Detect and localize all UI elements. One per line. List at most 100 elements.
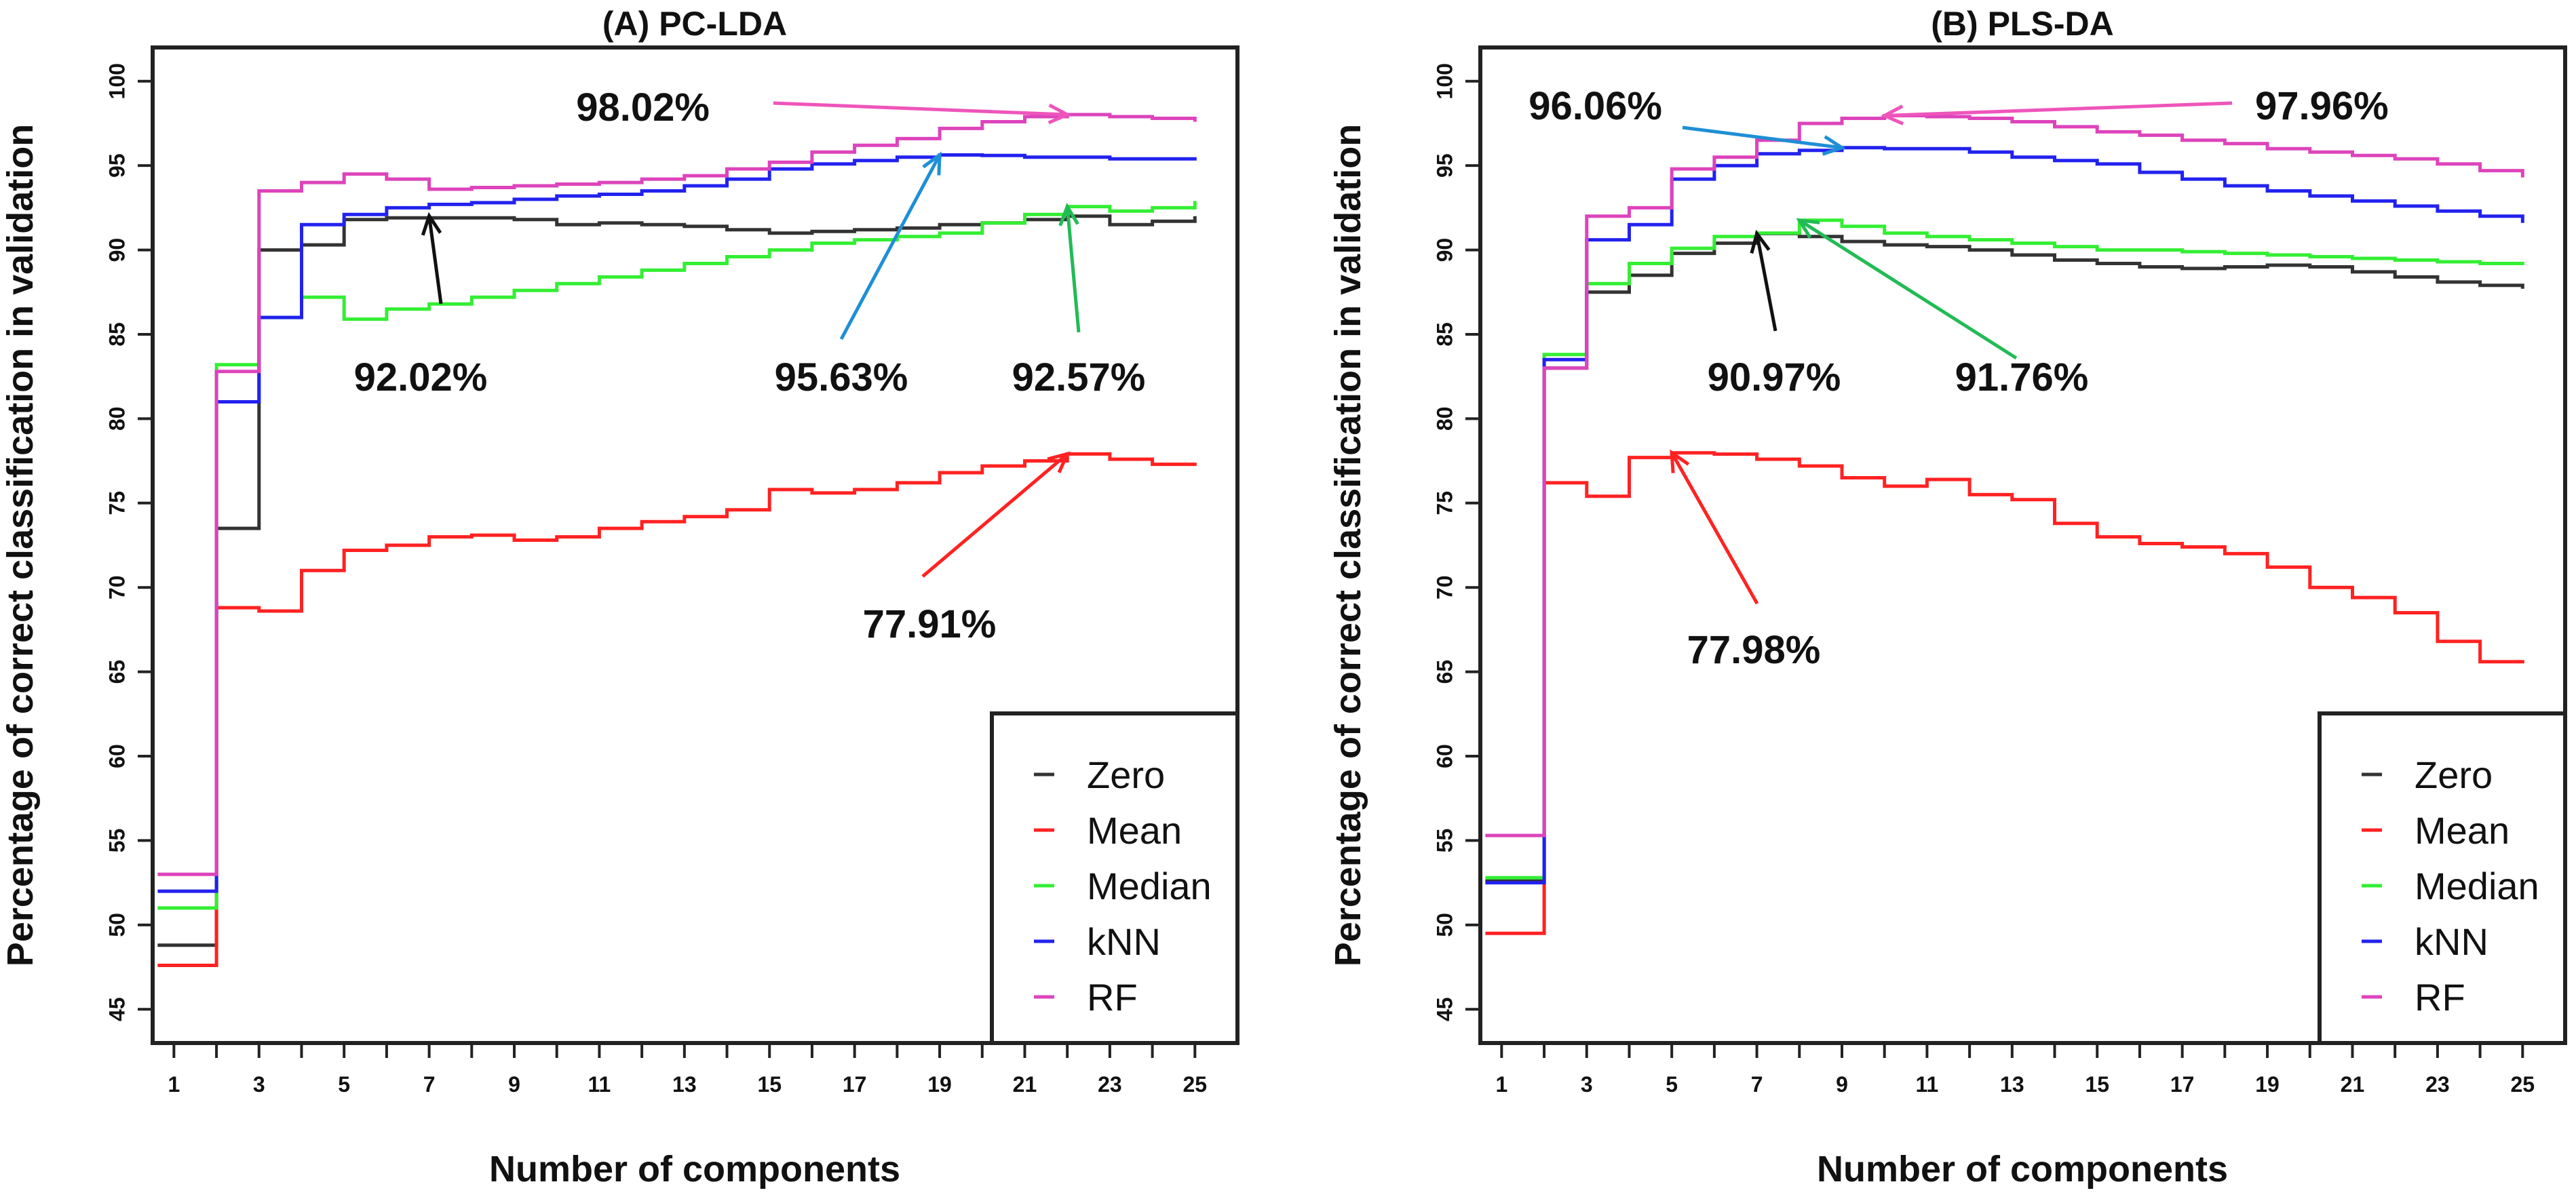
- legend-box: [990, 711, 1239, 1045]
- annotation-arrowhead: [1047, 451, 1071, 473]
- annotation-arrowhead: [1670, 449, 1690, 473]
- x-tick-label: 5: [1666, 1072, 1678, 1097]
- y-axis: 45 50 55 60 65 70 75 80 85 90 95 100: [1432, 63, 1480, 1021]
- x-tick-label: 11: [1915, 1072, 1938, 1097]
- legend-label-rf: RF: [2415, 976, 2465, 1019]
- legend-label-knn: kNN: [2415, 920, 2488, 963]
- x-tick-label: 11: [588, 1072, 611, 1097]
- annotation-label: 91.76%: [1955, 355, 2089, 399]
- x-tick-label: 23: [2425, 1072, 2450, 1097]
- x-tick-label: 9: [1836, 1072, 1848, 1097]
- y-tick-label: 75: [1432, 491, 1457, 515]
- annotation-arrow: [1682, 125, 1842, 148]
- y-tick-label: 90: [104, 238, 129, 262]
- annotation-arrowhead: [1058, 202, 1079, 227]
- series-line-median: [1485, 218, 2524, 880]
- x-tick-label: 3: [253, 1072, 265, 1097]
- annotation-arrow: [429, 216, 443, 304]
- annotation-arrow: [1757, 233, 1777, 332]
- panel-title: (A) PC-LDA: [602, 5, 787, 43]
- series-line-knn: [157, 153, 1197, 893]
- x-tick-label: 1: [168, 1072, 180, 1097]
- legend: Zero Mean Median kNN RF: [990, 711, 1239, 1045]
- y-tick-label: 45: [104, 997, 129, 1021]
- y-tick-label: 85: [104, 322, 129, 347]
- legend-box: [2318, 711, 2567, 1045]
- legend-label-mean: Mean: [2415, 809, 2510, 852]
- y-tick-label: 60: [104, 744, 129, 768]
- x-tick-label: 13: [2000, 1072, 2024, 1097]
- annotation-arrow: [1885, 101, 2233, 116]
- y-tick-label: 85: [1432, 322, 1457, 347]
- series-line-rf: [157, 113, 1197, 876]
- x-axis-title: Number of components: [1817, 1149, 2228, 1190]
- legend-label-rf: RF: [1087, 976, 1138, 1019]
- y-tick-label: 50: [104, 913, 129, 937]
- x-tick-label: 1: [1495, 1072, 1507, 1097]
- annotation-arrowhead: [1047, 103, 1071, 125]
- y-tick-label: 65: [1432, 660, 1457, 684]
- panel-title: (B) PLS-DA: [1931, 5, 2113, 43]
- series-line-rf: [1485, 114, 2524, 838]
- annotation-arrowhead: [1796, 218, 1820, 239]
- x-tick-label: 5: [338, 1072, 350, 1097]
- y-tick-label: 70: [104, 575, 129, 600]
- y-tick-label: 100: [1432, 63, 1457, 99]
- x-tick-label: 13: [672, 1072, 697, 1097]
- y-tick-label: 100: [104, 63, 129, 99]
- y-tick-label: 70: [1432, 575, 1457, 600]
- series-line-mean: [157, 452, 1197, 967]
- plot-frame: [151, 45, 1239, 1045]
- annotation-arrowhead: [1822, 135, 1846, 156]
- annotation-arrowhead: [1880, 104, 1904, 125]
- y-tick-label: 75: [104, 491, 129, 515]
- annotation-label: 77.91%: [863, 602, 997, 646]
- annotation-label: 90.97%: [1708, 355, 1841, 399]
- annotation-arrow: [773, 101, 1067, 115]
- y-axis: 45 50 55 60 65 70 75 80 85 90 95 100: [104, 63, 153, 1021]
- annotation-label: 95.63%: [775, 355, 908, 399]
- y-tick-label: 45: [1432, 997, 1457, 1021]
- x-tick-label: 23: [1098, 1072, 1122, 1097]
- x-tick-label: 3: [1581, 1072, 1593, 1097]
- y-tick-label: 95: [1432, 153, 1457, 178]
- x-tick-label: 17: [843, 1072, 867, 1097]
- annotation-arrow: [839, 155, 942, 340]
- x-tick-label: 19: [2255, 1072, 2280, 1097]
- annotation-label: 92.57%: [1012, 355, 1146, 399]
- y-axis-title: Percentage of correct classification in …: [1328, 124, 1368, 966]
- x-axis-title: Number of components: [489, 1149, 900, 1190]
- x-axis: 1 3 5 7 9 11 13 15 17 19 21 23 25: [168, 1043, 1207, 1097]
- legend-label-median: Median: [2415, 865, 2539, 907]
- series-group: [157, 113, 1197, 967]
- x-tick-label: 19: [927, 1072, 952, 1097]
- y-tick-label: 95: [104, 153, 129, 178]
- annotation-arrow: [1067, 207, 1081, 333]
- annotation-label: 92.02%: [354, 355, 488, 399]
- annotations: 98.02% 92.02% 95.63% 92.57% 77.91%: [354, 85, 1146, 646]
- x-tick-label: 7: [1751, 1072, 1763, 1097]
- annotation-label: 98.02%: [576, 85, 710, 130]
- x-tick-label: 17: [2170, 1072, 2195, 1097]
- y-tick-label: 55: [104, 829, 129, 853]
- annotation-label: 97.96%: [2255, 84, 2389, 128]
- x-tick-label: 25: [2510, 1072, 2535, 1097]
- legend-label-median: Median: [1087, 865, 1212, 907]
- annotation-arrow: [921, 452, 1067, 578]
- y-axis-title: Percentage of correct classification in …: [0, 124, 41, 966]
- x-tick-label: 15: [757, 1072, 782, 1097]
- y-tick-label: 65: [104, 660, 129, 684]
- x-tick-label: 21: [1013, 1072, 1037, 1097]
- y-tick-label: 50: [1432, 913, 1457, 937]
- x-tick-label: 25: [1183, 1072, 1207, 1097]
- series-line-zero: [157, 214, 1197, 947]
- annotation-arrow: [1670, 453, 1759, 605]
- legend-label-mean: Mean: [1087, 809, 1182, 852]
- annotation-arrowhead: [1750, 229, 1771, 254]
- y-tick-label: 60: [1432, 744, 1457, 768]
- series-line-knn: [1485, 146, 2524, 885]
- x-tick-label: 21: [2341, 1072, 2365, 1097]
- legend-label-zero: Zero: [1087, 753, 1165, 796]
- y-tick-label: 90: [1432, 238, 1457, 262]
